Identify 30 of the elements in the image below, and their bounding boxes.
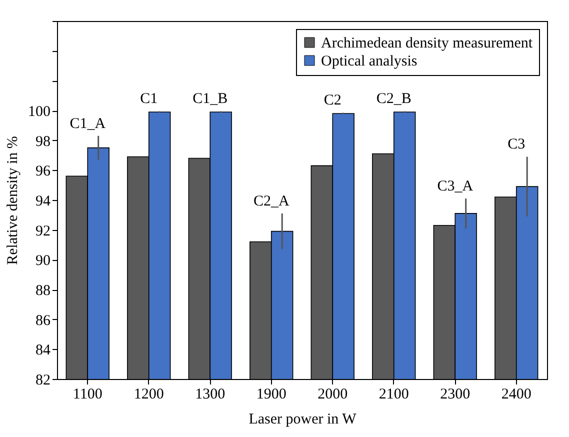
x-tick-label: 2100 (378, 386, 409, 402)
annotation: C2 (324, 92, 342, 109)
y-axis-title: Relative density in % (5, 136, 21, 265)
annotation: C2_B (376, 91, 412, 108)
y-tick-label: 100 (28, 104, 50, 120)
x-tick-label: 1300 (195, 386, 226, 402)
legend-label: Optical analysis (321, 54, 418, 70)
x-tick-label: 2000 (318, 386, 348, 402)
y-tick-label: 88 (36, 283, 50, 299)
y-tick-label: 86 (36, 312, 51, 329)
x-tick-label: 1900 (256, 386, 286, 402)
annotation: C1 (140, 91, 158, 108)
y-tick-label: 84 (36, 342, 51, 359)
annotation: C1_B (192, 91, 228, 108)
y-tick-label: 90 (36, 253, 50, 270)
x-tick-label: 1100 (72, 386, 102, 402)
annotation: C3_A (437, 178, 474, 195)
x-tick-label: 2400 (501, 386, 532, 402)
x-axis-title: Laser power in W (248, 412, 358, 428)
y-tick-label: 94 (36, 194, 51, 210)
y-tick-label: 92 (36, 223, 50, 240)
x-tick-label: 2300 (440, 386, 470, 402)
annotation: C1_A (70, 116, 106, 132)
annotation: C2_A (253, 193, 290, 210)
legend-label: Archimedean density measurement (321, 36, 534, 52)
y-tick-label: 82 (36, 372, 50, 388)
y-tick-label: 96 (36, 164, 51, 180)
annotation: C3 (508, 136, 526, 153)
y-tick-label: 98 (36, 134, 50, 150)
x-tick-label: 1200 (134, 386, 164, 402)
